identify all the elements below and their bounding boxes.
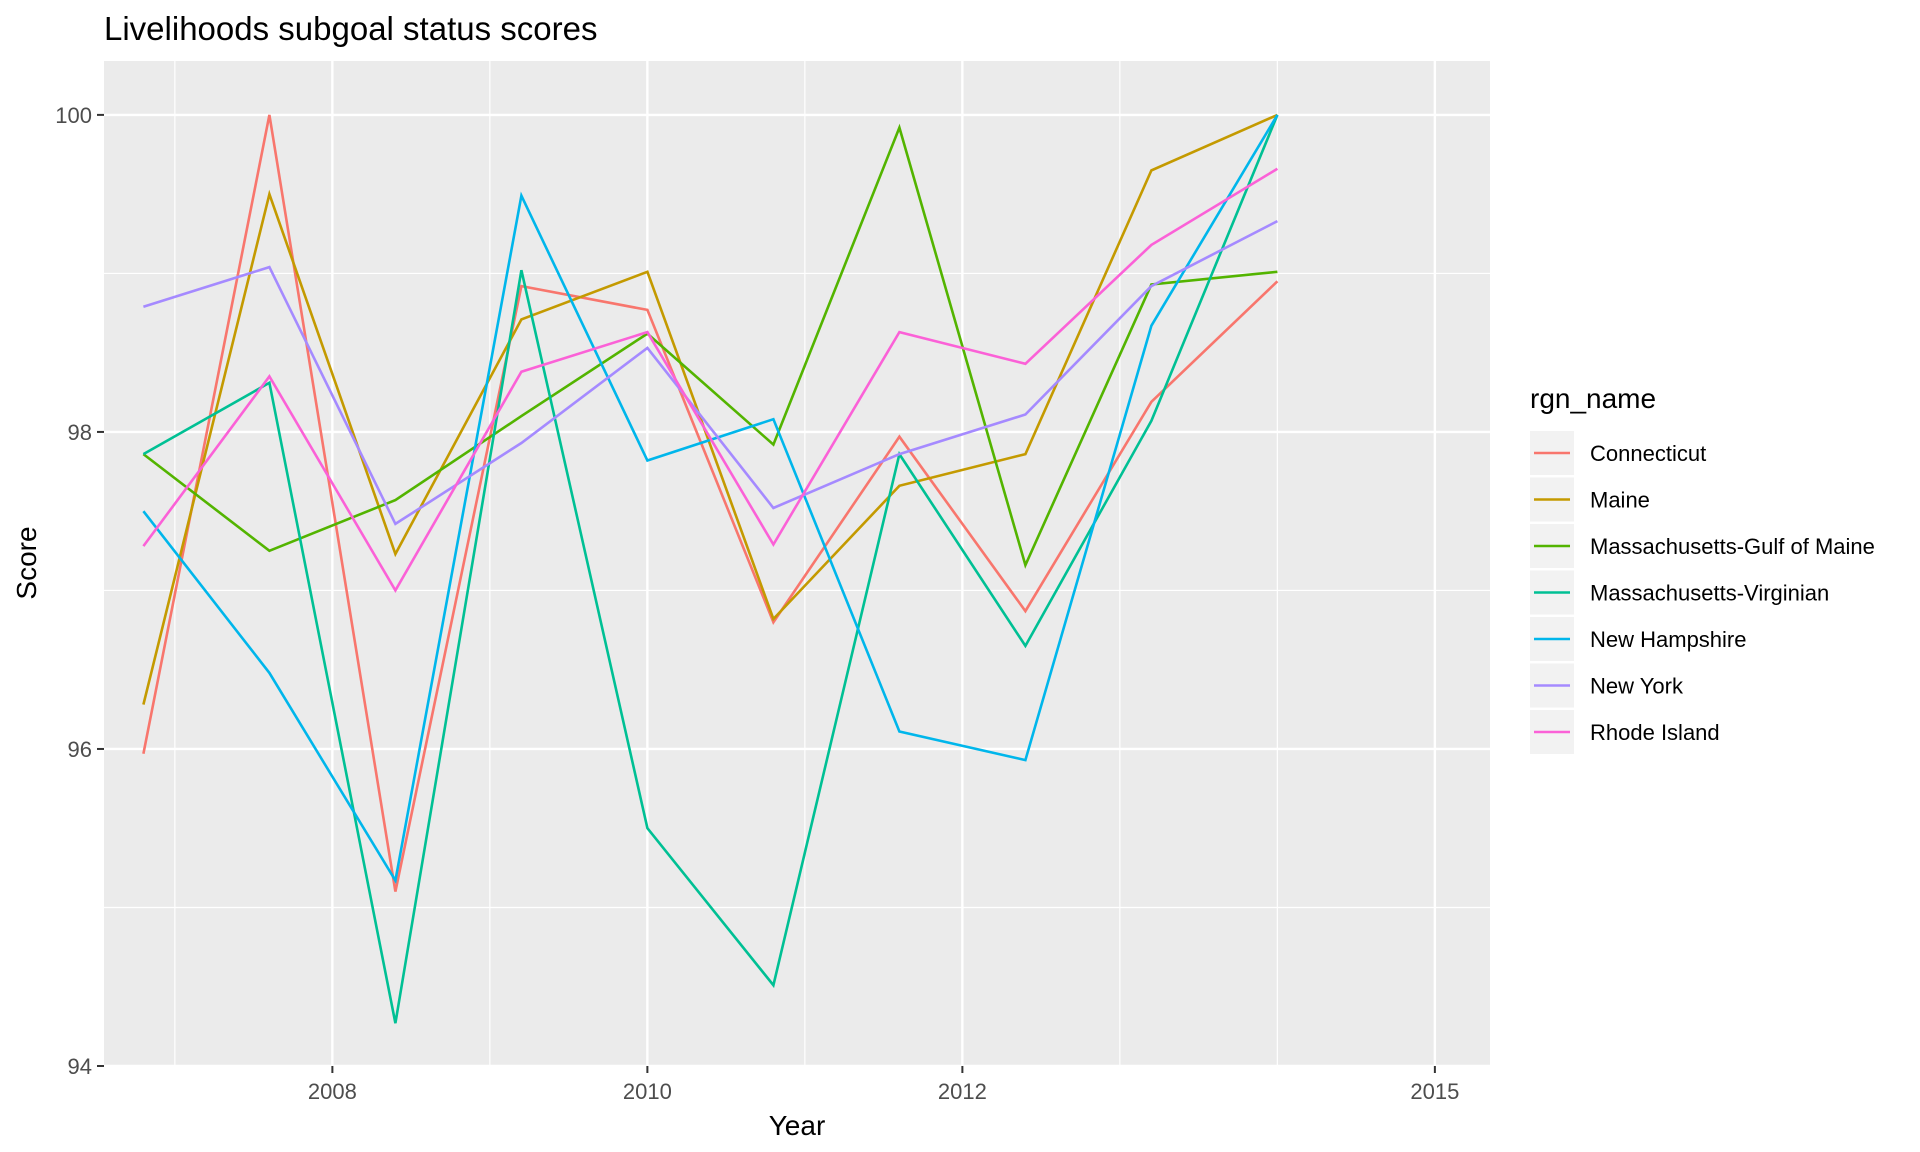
chart-title: Livelihoods subgoal status scores bbox=[104, 10, 597, 47]
series-lines bbox=[142, 113, 1279, 1024]
major-gridlines bbox=[104, 61, 1490, 1068]
y-axis: 94 96 98 100 bbox=[55, 103, 104, 1079]
x-tick-label: 2010 bbox=[623, 1079, 672, 1104]
y-tick-label: 94 bbox=[68, 1054, 92, 1079]
legend-title: rgn_name bbox=[1530, 383, 1656, 414]
y-tick-label: 100 bbox=[55, 103, 92, 128]
legend-items: Connecticut Maine Massachusetts-Gulf of Ma… bbox=[1530, 431, 1875, 754]
series-line bbox=[142, 114, 1279, 892]
x-tick-label: 2008 bbox=[308, 1079, 357, 1104]
legend-label: Maine bbox=[1590, 488, 1650, 513]
plot-panel bbox=[104, 61, 1490, 1066]
legend-label: Connecticut bbox=[1590, 441, 1706, 466]
legend-label: Massachusetts-Gulf of Maine bbox=[1590, 534, 1875, 559]
series-line bbox=[143, 219, 1278, 526]
series-line bbox=[142, 114, 1279, 1024]
legend: rgn_name Connecticut Maine Massachusetts-G… bbox=[1530, 383, 1875, 754]
x-axis-title: Year bbox=[769, 1110, 826, 1141]
x-tick-label: 2015 bbox=[1410, 1079, 1459, 1104]
x-axis: 2008 2010 2012 2015 bbox=[308, 1066, 1459, 1104]
series-line bbox=[142, 167, 1279, 593]
legend-label: New York bbox=[1590, 674, 1684, 699]
legend-label: Massachusetts-Virginian bbox=[1590, 581, 1829, 606]
y-tick-label: 98 bbox=[68, 420, 92, 445]
series-line bbox=[142, 113, 1278, 705]
series-line bbox=[142, 123, 1278, 569]
legend-label: New Hampshire bbox=[1590, 627, 1747, 652]
legend-label: Rhode Island bbox=[1590, 720, 1720, 745]
y-tick-label: 96 bbox=[68, 737, 92, 762]
minor-gridlines bbox=[104, 61, 1490, 1066]
x-tick-label: 2012 bbox=[938, 1079, 987, 1104]
y-axis-title: Score bbox=[11, 526, 42, 599]
